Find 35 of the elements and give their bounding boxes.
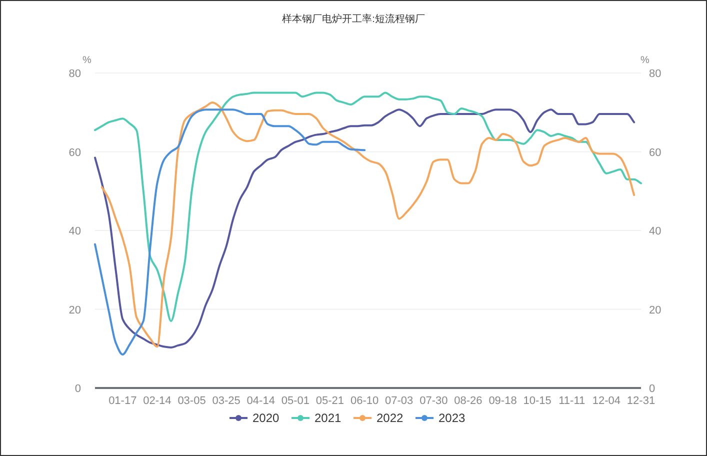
y-tick-label: 60: [68, 146, 81, 159]
x-tick-label: 03-25: [212, 395, 240, 407]
x-tick-label: 05-21: [316, 395, 344, 407]
x-tick-label: 10-15: [523, 395, 552, 407]
x-tick-label: 07-03: [385, 395, 414, 407]
x-tick-label: 04-14: [246, 395, 275, 407]
y-tick-label: 0: [74, 383, 81, 395]
y2-axis-title: %: [640, 55, 650, 66]
x-tick-label: 06-10: [350, 395, 379, 407]
legend-label: 2020: [252, 411, 280, 425]
x-tick-label: 11-11: [558, 395, 586, 407]
y2-tick-label: 60: [649, 146, 662, 159]
y2-tick-label: 40: [649, 226, 662, 238]
x-tick-label: 07-30: [420, 395, 448, 407]
line-series: [94, 92, 642, 322]
legend-label: 2023: [438, 411, 466, 425]
x-tick-label: 12-31: [626, 395, 656, 407]
y2-tick-label: 0: [649, 383, 656, 395]
legend-label: 2022: [376, 411, 404, 425]
x-tick-label: 09-18: [488, 395, 517, 407]
x-tick-label: 05-01: [281, 395, 310, 407]
y-tick-label: 20: [68, 304, 81, 316]
x-tick-label: 08-26: [454, 395, 482, 407]
y2-tick-label: 20: [649, 304, 662, 316]
x-tick-label: 02-14: [143, 395, 172, 407]
line-series: [94, 108, 366, 356]
legend-label: 2021: [314, 411, 342, 425]
x-tick-label: 03-05: [178, 395, 206, 407]
y-tick-label: 40: [68, 226, 81, 238]
y-tick-label: 80: [68, 68, 81, 80]
y2-tick-label: 80: [649, 68, 662, 80]
chart-title: 样本钢厂电炉开工率:短流程钢厂: [282, 13, 425, 25]
y-axis-title: %: [82, 55, 92, 66]
x-tick-label: 01-17: [108, 395, 137, 407]
x-tick-label: 12-04: [592, 395, 621, 407]
